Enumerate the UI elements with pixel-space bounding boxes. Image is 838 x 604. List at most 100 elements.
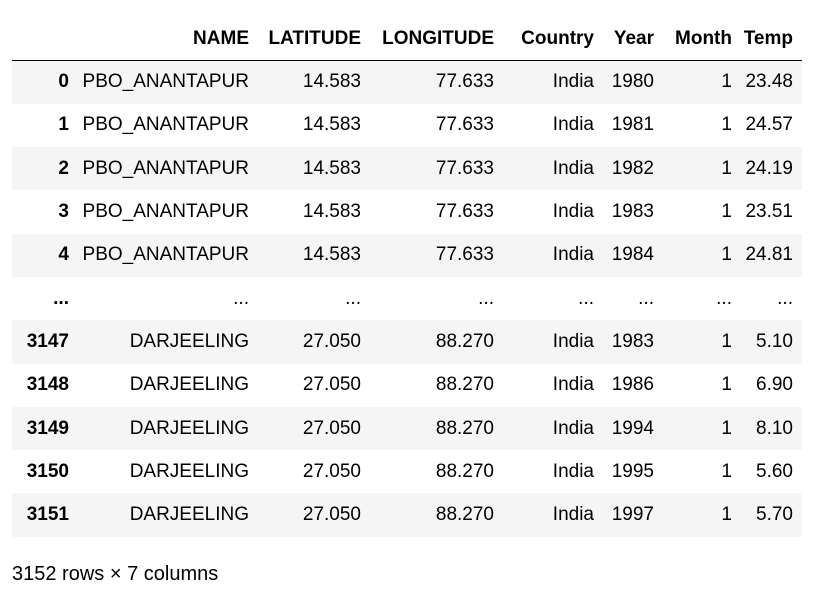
name-cell: PBO_ANANTAPUR bbox=[82, 244, 249, 266]
country-cell: India bbox=[552, 330, 594, 352]
temp-cell: ... bbox=[777, 287, 793, 309]
table-header: NAME LATITUDE LONGITUDE Country Year Month Tem… bbox=[12, 17, 802, 61]
name-cell: DARJEELING bbox=[129, 330, 249, 352]
latitude-cell: 27.050 bbox=[302, 374, 361, 396]
month-cell: 1 bbox=[721, 504, 732, 526]
table-row: 3149 DARJEELING 27.050 88.270 India 1994 1 8.10 bbox=[12, 406, 802, 451]
month-cell: 1 bbox=[721, 157, 732, 179]
year-cell: 1984 bbox=[611, 244, 654, 266]
header-row: NAME LATITUDE LONGITUDE Country Year Month Tem… bbox=[12, 17, 802, 61]
longitude-cell: 88.270 bbox=[435, 417, 494, 439]
name-cell: DARJEELING bbox=[129, 374, 249, 396]
latitude-cell: 27.050 bbox=[302, 417, 361, 439]
year-cell: 1983 bbox=[611, 330, 654, 352]
row-index: 3149 bbox=[26, 417, 69, 439]
longitude-cell: 77.633 bbox=[435, 71, 494, 93]
table-row: 3147 DARJEELING 27.050 88.270 India 1983 1 5.10 bbox=[12, 320, 802, 364]
month-cell: 1 bbox=[721, 417, 732, 439]
month-cell: 1 bbox=[721, 330, 732, 352]
temp-header: Temp bbox=[741, 17, 802, 61]
temp-cell: 8.10 bbox=[756, 417, 793, 439]
row-index: 3151 bbox=[26, 504, 69, 526]
longitude-cell: 77.633 bbox=[435, 201, 494, 223]
table-row: 3 PBO_ANANTAPUR 14.583 77.633 India 1983 1 23.5… bbox=[12, 190, 802, 233]
table-row: 3150 DARJEELING 27.050 88.270 India 1995 1 5.60 bbox=[12, 450, 802, 493]
month-cell: 1 bbox=[721, 201, 732, 223]
year-header: Year bbox=[603, 17, 663, 61]
country-header: Country bbox=[503, 17, 603, 61]
year-cell: 1980 bbox=[611, 71, 654, 93]
temp-cell: 5.10 bbox=[756, 330, 793, 352]
temp-cell: 23.51 bbox=[745, 201, 793, 223]
row-column-count: 3152 rows × 7 columns bbox=[12, 563, 219, 585]
dataframe-output: NAME LATITUDE LONGITUDE Country Year Month Tem… bbox=[12, 17, 802, 537]
row-index: 3147 bbox=[26, 330, 69, 352]
name-cell: PBO_ANANTAPUR bbox=[82, 71, 249, 93]
year-cell: 1983 bbox=[611, 201, 654, 223]
latitude-cell: 14.583 bbox=[302, 114, 361, 136]
temp-cell: 5.70 bbox=[756, 504, 793, 526]
country-cell: India bbox=[552, 157, 594, 179]
longitude-cell: 88.270 bbox=[435, 330, 494, 352]
month-cell: 1 bbox=[721, 374, 732, 396]
year-cell: 1986 bbox=[611, 374, 654, 396]
latitude-cell: 14.583 bbox=[302, 157, 361, 179]
latitude-cell: 14.583 bbox=[302, 244, 361, 266]
year-cell: 1982 bbox=[611, 157, 654, 179]
row-index: 3148 bbox=[26, 374, 69, 396]
country-cell: India bbox=[552, 244, 594, 266]
latitude-cell: 27.050 bbox=[302, 460, 361, 482]
row-index: 3150 bbox=[26, 460, 69, 482]
country-cell: India bbox=[552, 71, 594, 93]
year-cell: 1997 bbox=[611, 504, 654, 526]
latitude-cell: 27.050 bbox=[302, 504, 361, 526]
month-header: Month bbox=[663, 17, 741, 61]
temp-cell: 24.57 bbox=[745, 114, 793, 136]
name-cell: DARJEELING bbox=[129, 460, 249, 482]
temp-cell: 5.60 bbox=[756, 460, 793, 482]
longitude-header: LONGITUDE bbox=[370, 17, 503, 61]
name-cell: DARJEELING bbox=[129, 417, 249, 439]
table-row: ........................ bbox=[12, 277, 802, 320]
country-cell: India bbox=[552, 114, 594, 136]
row-index: ... bbox=[53, 287, 69, 309]
temp-cell: 24.19 bbox=[745, 157, 793, 179]
row-index: 4 bbox=[58, 244, 69, 266]
row-index: 3 bbox=[58, 201, 69, 223]
latitude-cell: 27.050 bbox=[302, 330, 361, 352]
temp-cell: 24.81 bbox=[745, 244, 793, 266]
country-cell: India bbox=[552, 417, 594, 439]
table-row: 1 PBO_ANANTAPUR 14.583 77.633 India 1981 1 24.5… bbox=[12, 104, 802, 147]
row-index: 0 bbox=[58, 71, 69, 93]
year-cell: 1981 bbox=[611, 114, 654, 136]
latitude-cell: ... bbox=[345, 287, 361, 309]
country-cell: India bbox=[552, 504, 594, 526]
table-row: 3151 DARJEELING 27.050 88.270 India 1997 1 5.70 bbox=[12, 493, 802, 537]
table-row: 4 PBO_ANANTAPUR 14.583 77.633 India 1984 1 24.8… bbox=[12, 233, 802, 277]
table-row: 2 PBO_ANANTAPUR 14.583 77.633 India 1982 1 24.1… bbox=[12, 147, 802, 191]
month-cell: 1 bbox=[721, 114, 732, 136]
month-cell: ... bbox=[716, 287, 732, 309]
name-header: NAME bbox=[78, 17, 258, 61]
temp-cell: 6.90 bbox=[756, 374, 793, 396]
longitude-cell: 77.633 bbox=[435, 157, 494, 179]
table-row: 0 PBO_ANANTAPUR 14.583 77.633 India 1980 1 23.4… bbox=[12, 60, 802, 104]
country-cell: ... bbox=[578, 287, 594, 309]
month-cell: 1 bbox=[721, 460, 732, 482]
index-header bbox=[12, 17, 78, 61]
longitude-cell: 88.270 bbox=[435, 374, 494, 396]
country-cell: India bbox=[552, 374, 594, 396]
year-cell: 1995 bbox=[611, 460, 654, 482]
country-cell: India bbox=[552, 201, 594, 223]
row-index: 2 bbox=[58, 157, 69, 179]
name-cell: ... bbox=[233, 287, 249, 309]
latitude-cell: 14.583 bbox=[302, 71, 361, 93]
longitude-cell: 88.270 bbox=[435, 504, 494, 526]
table-row: 3148 DARJEELING 27.050 88.270 India 1986 1 6.90 bbox=[12, 364, 802, 407]
dataframe-table: NAME LATITUDE LONGITUDE Country Year Month Tem… bbox=[12, 17, 802, 537]
name-cell: DARJEELING bbox=[129, 504, 249, 526]
year-cell: ... bbox=[638, 287, 654, 309]
longitude-cell: 77.633 bbox=[435, 114, 494, 136]
longitude-cell: 88.270 bbox=[435, 460, 494, 482]
country-cell: India bbox=[552, 460, 594, 482]
